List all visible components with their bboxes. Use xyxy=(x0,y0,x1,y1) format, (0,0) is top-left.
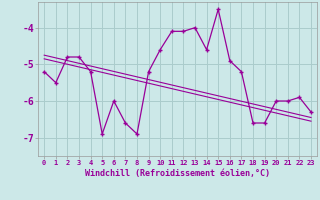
X-axis label: Windchill (Refroidissement éolien,°C): Windchill (Refroidissement éolien,°C) xyxy=(85,169,270,178)
